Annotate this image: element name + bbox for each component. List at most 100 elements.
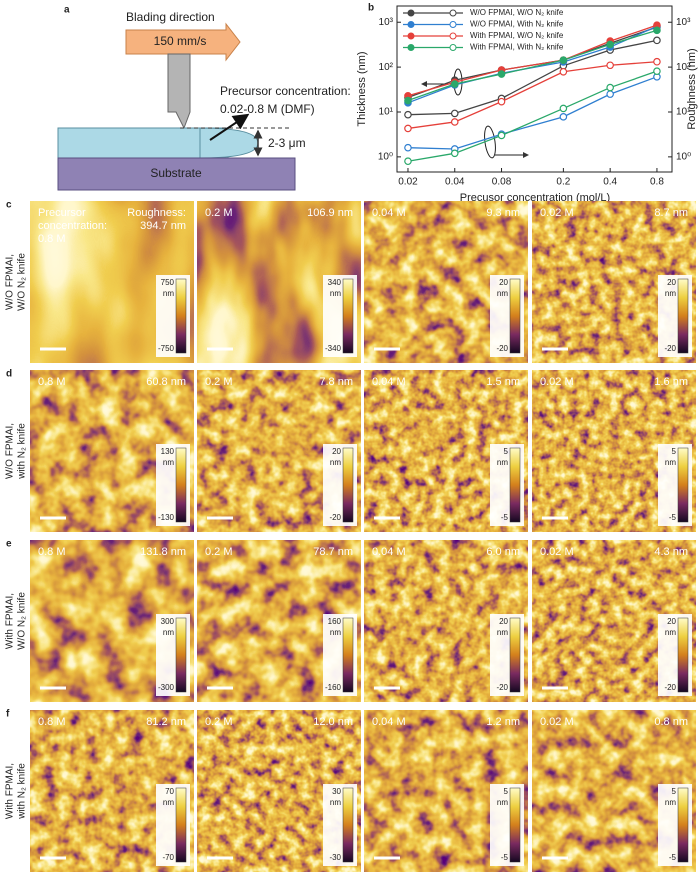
row-condition: with N₂ knife — [17, 423, 28, 480]
legend-marker — [449, 44, 457, 51]
roughness-point — [450, 149, 459, 158]
row-label: d — [6, 369, 12, 380]
roughness-label: 1.6 nm — [654, 376, 688, 388]
concentration-label: Precursor — [38, 207, 86, 219]
legend-marker — [449, 9, 457, 17]
direction-label: Blading direction — [126, 10, 215, 24]
roughness-label: 0.8 nm — [654, 716, 688, 728]
colorbar — [175, 787, 187, 863]
substrate-label: Substrate — [150, 166, 202, 180]
panel-label: a — [64, 5, 70, 16]
x-tick-label: 0.4 — [603, 177, 617, 188]
colorbar-min: -20 — [329, 513, 341, 522]
concentration-label: 0.04 M — [372, 546, 406, 558]
colorbar-max: 300 — [161, 617, 175, 626]
panel-label: b — [368, 3, 374, 14]
colorbar-unit: nm — [497, 458, 508, 467]
colorbar-unit: nm — [163, 628, 174, 637]
concentration-label: 0.02 M — [540, 207, 574, 219]
colorbar-unit: nm — [497, 798, 508, 807]
legend-marker — [407, 21, 415, 28]
roughness-label: 7.8 nm — [319, 376, 353, 388]
blade — [167, 53, 191, 130]
meniscus — [199, 127, 259, 159]
colorbar-unit: nm — [665, 798, 676, 807]
roughness-label: 9.3 nm — [486, 207, 520, 219]
roughness-point — [559, 113, 568, 121]
colorbar — [175, 617, 187, 693]
roughness-line — [407, 70, 658, 162]
roughness-point — [404, 157, 412, 166]
thickness-line — [407, 24, 658, 97]
colorbar — [677, 278, 689, 354]
colorbar-max: 30 — [332, 787, 341, 796]
y-tick-label: 10² — [379, 62, 394, 73]
y2-tick-label: 10¹ — [676, 107, 691, 118]
speed-label: 150 mm/s — [154, 34, 207, 48]
colorbar-unit: nm — [665, 628, 676, 637]
y2-tick-label: 10⁰ — [676, 152, 691, 163]
afm-grid: cW/O FPMAI, W/O N₂ knifePrecursorconcentr… — [5, 200, 696, 872]
thickness-point — [559, 56, 568, 64]
colorbar — [509, 447, 521, 523]
colorbar — [175, 278, 187, 354]
thickness-point — [653, 26, 661, 35]
x-tick-label: 0.8 — [650, 177, 664, 188]
concentration-label: 0.2 M — [205, 546, 233, 558]
concentration-label: 0.2 M — [205, 376, 233, 388]
roughness-label: 1.2 nm — [486, 716, 520, 728]
roughness-point — [404, 124, 412, 133]
precursor-range: 0.02-0.8 M (DMF) — [220, 102, 315, 116]
roughness-line — [407, 39, 658, 116]
colorbar-unit: nm — [497, 289, 508, 298]
roughness-point — [606, 83, 614, 92]
roughness-point — [497, 97, 506, 106]
colorbar-max: 5 — [672, 447, 677, 456]
colorbar-min: -5 — [669, 513, 677, 522]
colorbar-unit: nm — [330, 628, 341, 637]
colorbar-max: 20 — [667, 278, 676, 287]
y2-tick-label: 10² — [676, 62, 691, 73]
gap-label: 2-3 μm — [268, 136, 306, 150]
schematic: a Blading direction 150 mm/s 2-3 μm Subs… — [57, 5, 351, 191]
row-condition: With FPMAI, — [5, 763, 16, 819]
concentration-label: 0.02 M — [540, 546, 574, 558]
roughness-label: 106.9 nm — [307, 207, 353, 219]
y-axis-label: Thickness (nm) — [356, 51, 368, 126]
colorbar-unit: nm — [163, 798, 174, 807]
row-label: f — [6, 709, 10, 720]
y-tick-label: 10⁰ — [378, 152, 393, 163]
roughness-label: 394.7 nm — [140, 220, 186, 232]
roughness-point — [404, 143, 412, 152]
roughness-point — [606, 90, 614, 98]
colorbar-min: -160 — [325, 683, 342, 692]
x-tick-label: 0.02 — [398, 177, 418, 188]
roughness-line — [407, 61, 657, 130]
colorbar-min: -20 — [496, 344, 508, 353]
legend-label: W/O FPMAI, With N₂ knife — [470, 20, 564, 29]
roughness-point — [606, 61, 614, 70]
colorbar-unit: nm — [163, 289, 174, 298]
roughness-point — [653, 36, 661, 45]
legend-marker — [407, 32, 415, 40]
colorbar-max: 20 — [499, 278, 508, 287]
x-tick-label: 0.2 — [556, 177, 570, 188]
x-axis-label: Precusor concentration (mol/L) — [460, 192, 610, 204]
row-condition: with N₂ knife — [17, 763, 28, 820]
roughness-point — [450, 109, 459, 118]
colorbar-unit: nm — [665, 458, 676, 467]
roughness-point — [559, 67, 568, 76]
legend-marker — [407, 9, 415, 17]
colorbar-min: -20 — [664, 344, 676, 353]
row-condition: W/O N₂ knife — [17, 592, 28, 650]
row-condition: W/O FPMAI, — [5, 423, 16, 479]
roughness-point — [404, 110, 412, 119]
x-tick-label: 0.04 — [445, 177, 465, 188]
colorbar-unit: nm — [497, 628, 508, 637]
roughness-line — [407, 76, 658, 150]
colorbar — [509, 278, 521, 354]
colorbar-unit: nm — [330, 798, 341, 807]
legend-label: W/O FPMAI, W/O N₂ knife — [470, 8, 564, 17]
colorbar-min: -5 — [669, 853, 677, 862]
